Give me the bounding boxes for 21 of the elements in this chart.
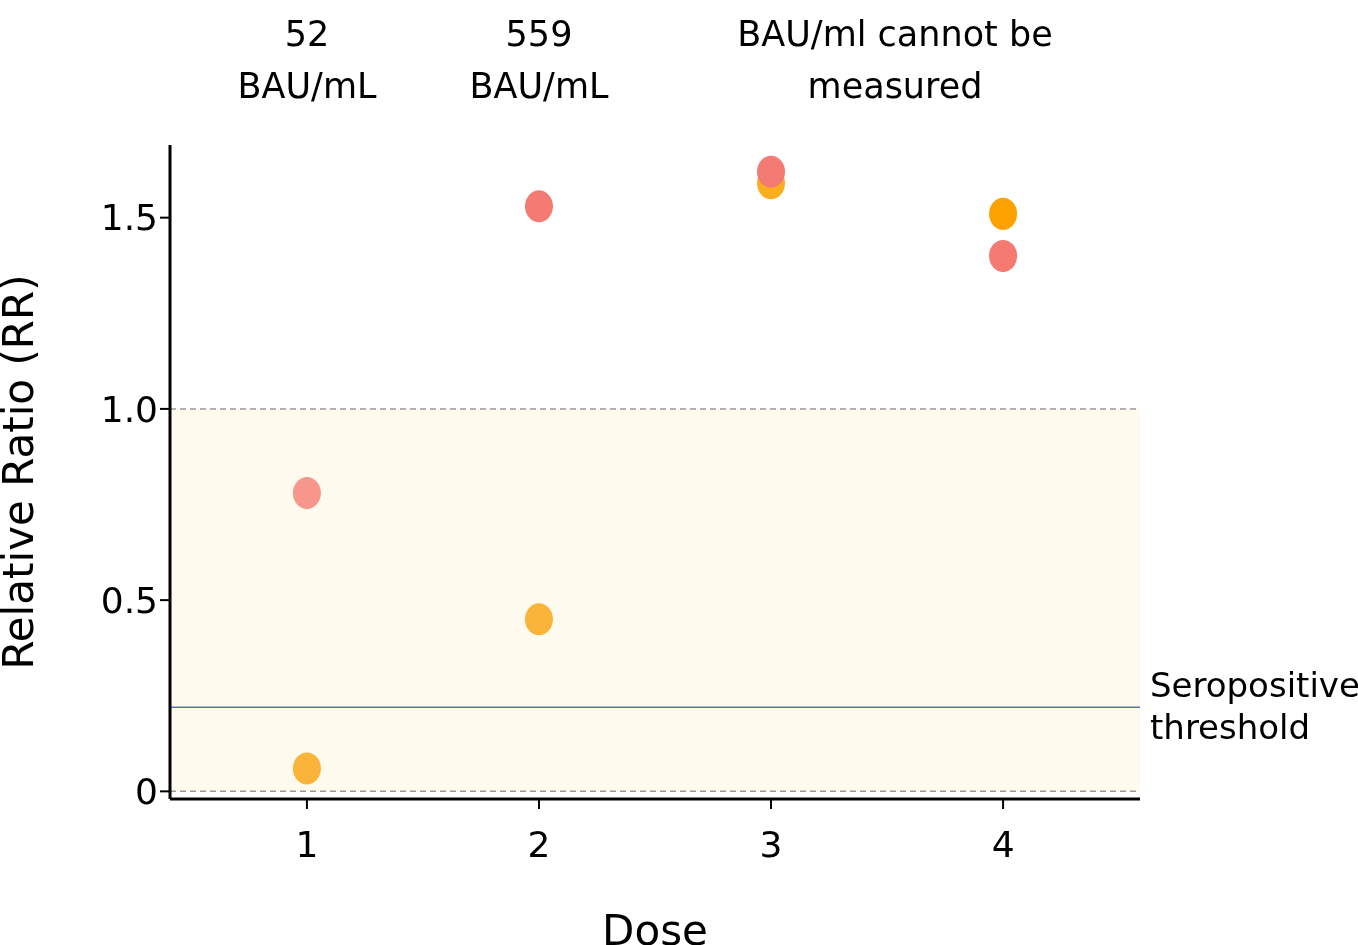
x-tick-label: 4 [991, 823, 1015, 865]
y-tick-label: 0 [135, 771, 158, 813]
y-tick-label: 1.0 [100, 388, 158, 430]
point [989, 239, 1018, 272]
y-axis-title: Relative Ratio (RR) [0, 274, 43, 670]
y-tick-label: 1.5 [100, 197, 158, 239]
text: 559 BAU/mL [468, 13, 610, 108]
y-tick-label: 0.5 [100, 579, 158, 621]
point [524, 603, 553, 636]
point [989, 197, 1018, 230]
x-tick-label: 2 [527, 823, 551, 865]
text: 52 BAU/mL [236, 13, 378, 108]
text: BAU/ml cannot be measured [736, 13, 1054, 108]
ref-line-label: Seropositive threshold [1150, 665, 1358, 748]
x-tick-label: 1 [295, 823, 319, 865]
point [292, 477, 321, 510]
point [757, 155, 786, 188]
point [524, 190, 553, 223]
x-tick-label: 3 [759, 823, 783, 865]
point [292, 752, 321, 785]
x-axis-title: Dose [602, 906, 708, 945]
